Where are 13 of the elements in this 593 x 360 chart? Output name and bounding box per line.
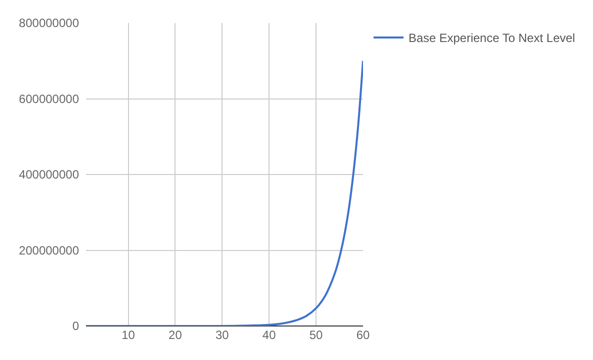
y-tick-label: 600000000 xyxy=(18,92,80,106)
line-series xyxy=(86,60,363,326)
x-tick-label: 60 xyxy=(356,328,370,342)
x-tick-label: 30 xyxy=(215,328,230,342)
x-tick-label: 50 xyxy=(309,328,324,342)
y-tick-label: 200000000 xyxy=(18,243,80,258)
x-tick-label: 10 xyxy=(122,328,136,342)
y-tick-label: 0 xyxy=(72,319,80,334)
y-tick-label: 800000000 xyxy=(18,16,80,30)
y-tick-label: 400000000 xyxy=(18,168,80,182)
x-tick-label: 20 xyxy=(168,328,182,342)
legend-label: Base Experience To Next Level xyxy=(408,31,576,46)
x-tick-label: 40 xyxy=(262,328,276,342)
